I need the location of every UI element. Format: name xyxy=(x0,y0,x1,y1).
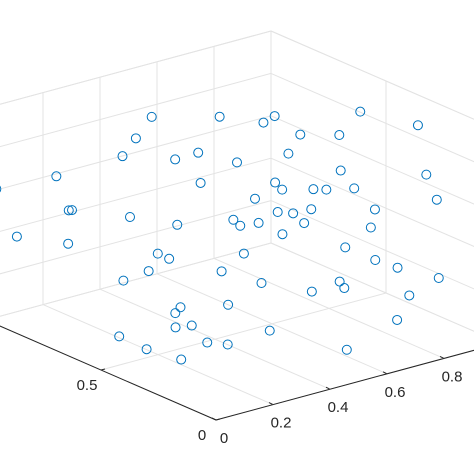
grid-line xyxy=(0,157,272,232)
point xyxy=(67,205,77,216)
point xyxy=(118,275,129,286)
grid-line xyxy=(270,30,474,120)
point xyxy=(238,248,249,259)
point xyxy=(412,120,423,131)
point xyxy=(431,194,442,205)
point xyxy=(250,193,260,204)
grid-line xyxy=(270,157,474,248)
point xyxy=(349,183,360,194)
point xyxy=(270,177,281,188)
point xyxy=(335,165,346,176)
point xyxy=(341,344,352,355)
point xyxy=(195,177,206,188)
x-tick-label: 0.6 xyxy=(385,384,406,401)
point xyxy=(355,106,366,117)
y-tick-label: 0.5 xyxy=(77,377,98,394)
point xyxy=(214,111,225,122)
point xyxy=(228,214,239,225)
point xyxy=(277,184,288,195)
point xyxy=(334,276,345,287)
point xyxy=(370,254,381,265)
point xyxy=(222,339,233,350)
point xyxy=(299,218,310,229)
point xyxy=(193,147,204,158)
grid-line xyxy=(0,242,272,317)
point xyxy=(306,286,317,297)
x-tick-label: 0.8 xyxy=(442,368,463,385)
grid-line xyxy=(0,200,272,275)
point xyxy=(63,238,74,249)
point xyxy=(392,314,403,325)
point xyxy=(114,331,125,342)
point xyxy=(392,262,403,273)
point xyxy=(258,117,269,128)
grid-line xyxy=(270,242,474,332)
point xyxy=(125,212,135,222)
grid-line xyxy=(0,325,217,421)
point xyxy=(232,157,242,168)
point xyxy=(11,231,22,242)
point xyxy=(308,184,319,195)
y-tick-label: 0 xyxy=(198,427,206,444)
box-edge xyxy=(0,30,272,105)
point xyxy=(175,302,186,313)
x-tick-label: 0.2 xyxy=(271,415,292,432)
grid-line xyxy=(0,30,272,105)
point xyxy=(277,229,288,240)
grid-line xyxy=(100,292,387,371)
point xyxy=(272,207,283,218)
point xyxy=(264,325,275,336)
point xyxy=(63,205,74,216)
point xyxy=(130,133,141,144)
point xyxy=(216,266,227,277)
grid-line xyxy=(0,115,272,190)
point xyxy=(170,322,181,333)
point xyxy=(176,354,187,365)
point xyxy=(269,111,280,122)
point xyxy=(369,204,380,215)
point xyxy=(186,320,197,331)
point xyxy=(223,299,234,310)
point xyxy=(146,111,157,122)
point xyxy=(170,308,181,319)
point xyxy=(288,208,299,219)
point xyxy=(306,204,317,215)
point xyxy=(421,169,432,180)
point xyxy=(256,278,267,288)
point xyxy=(172,219,183,230)
x-tick-label: 0 xyxy=(220,430,228,447)
box-edge xyxy=(270,30,474,120)
x-axis xyxy=(215,349,474,421)
point xyxy=(433,273,444,284)
point xyxy=(253,217,264,228)
x-tick-label: 0.4 xyxy=(328,399,349,416)
grid-line xyxy=(270,115,474,205)
point xyxy=(164,253,175,264)
point xyxy=(235,220,246,231)
grid-line xyxy=(0,72,272,148)
point xyxy=(295,129,306,140)
point xyxy=(117,151,128,162)
point xyxy=(339,283,350,294)
point xyxy=(283,148,294,159)
grid-line xyxy=(270,72,474,163)
point xyxy=(143,266,154,277)
point xyxy=(0,185,2,193)
point xyxy=(404,290,415,301)
grid-line xyxy=(270,200,474,290)
point xyxy=(365,222,376,233)
point xyxy=(340,242,351,253)
point xyxy=(170,154,181,165)
y-axis xyxy=(0,325,217,421)
point xyxy=(334,130,345,141)
box-edge xyxy=(270,242,474,332)
point xyxy=(141,344,152,355)
point xyxy=(152,248,163,259)
point xyxy=(202,337,213,348)
point xyxy=(51,171,62,182)
point xyxy=(321,184,332,195)
